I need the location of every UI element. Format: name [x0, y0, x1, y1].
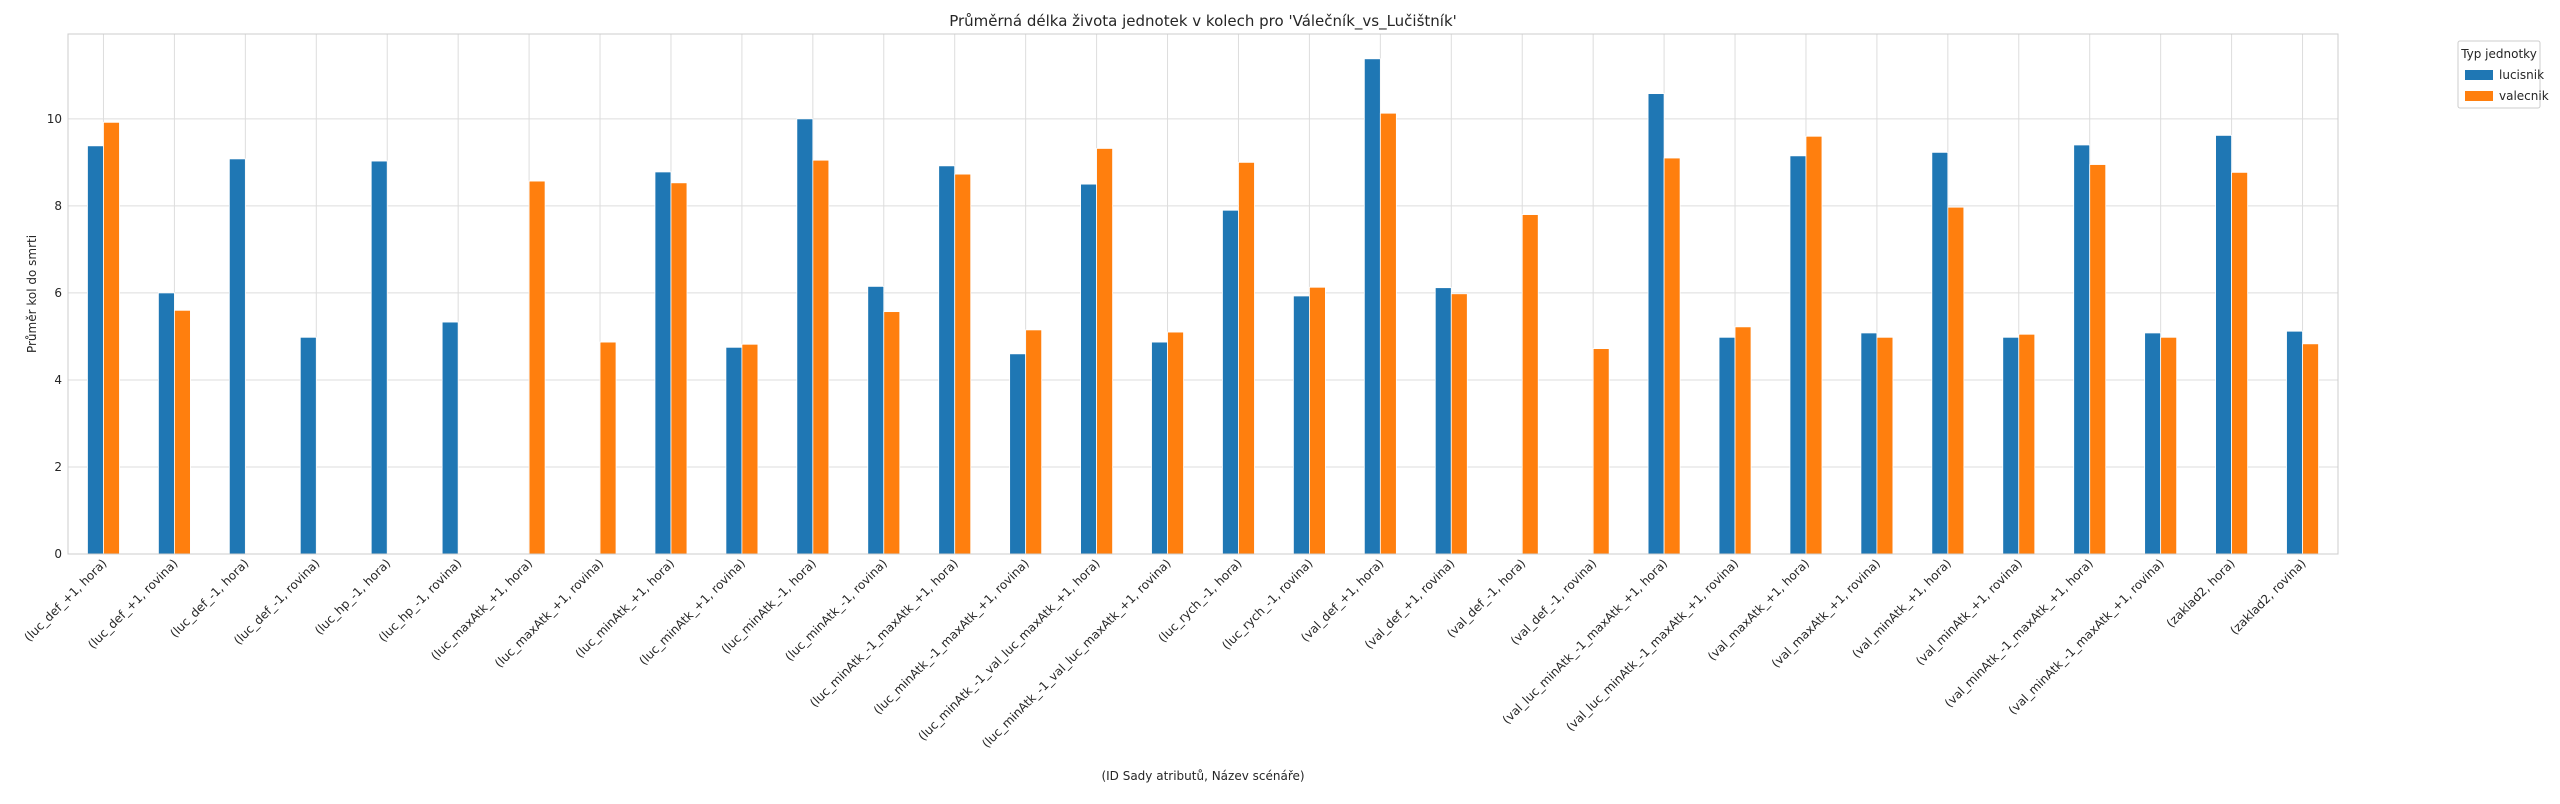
plot-frame — [67, 33, 2339, 555]
bars — [87, 58, 2319, 555]
bar-valecnik — [103, 121, 120, 555]
bar-lucisnik — [2144, 332, 2162, 555]
bar-lucisnik — [1647, 93, 1665, 555]
bar-valecnik — [670, 182, 688, 555]
bar-valecnik — [1238, 161, 1255, 555]
bar-valecnik — [1450, 293, 1468, 555]
bar-lucisnik — [1718, 336, 1736, 555]
bar-valecnik — [883, 311, 901, 555]
bar-valecnik — [2089, 164, 2107, 555]
bar-valecnik — [1309, 286, 1326, 555]
bar-lucisnik — [1363, 58, 1381, 555]
bar-valecnik — [1521, 214, 1539, 555]
bar-valecnik — [2302, 343, 2319, 555]
bar-valecnik — [1876, 336, 1894, 555]
x-axis-label: (ID Sady atributů, Název scénáře) — [1101, 769, 1304, 783]
legend: Typ jednotky lucisnik valecnik — [2457, 40, 2549, 109]
bar-lucisnik — [867, 285, 885, 555]
bar-valecnik — [528, 180, 546, 555]
bar-valecnik — [2231, 171, 2248, 555]
bar-lucisnik — [299, 336, 317, 555]
bar-valecnik — [1734, 326, 1752, 555]
y-tick-label: 0 — [54, 547, 62, 561]
bar-lucisnik — [370, 160, 388, 555]
bar-valecnik — [1025, 329, 1043, 555]
bar-valecnik — [954, 173, 972, 555]
bar-lucisnik — [87, 145, 104, 555]
y-tick-label: 8 — [54, 199, 62, 213]
bar-valecnik — [599, 341, 617, 555]
y-tick-label: 10 — [47, 112, 62, 126]
y-tick-label: 6 — [54, 286, 62, 300]
bar-lucisnik — [2215, 134, 2232, 555]
bar-valecnik — [1096, 148, 1113, 555]
bar-lucisnik — [1151, 341, 1168, 555]
legend-title: Typ jednotky — [2460, 47, 2537, 61]
bar-lucisnik — [441, 321, 459, 555]
bar-lucisnik — [654, 171, 672, 555]
bar-valecnik — [1167, 331, 1184, 555]
bar-lucisnik — [1080, 183, 1097, 555]
y-tick-label: 4 — [54, 373, 62, 387]
bar-valecnik — [2018, 333, 2036, 555]
bar-lucisnik — [228, 158, 246, 555]
bar-lucisnik — [1293, 295, 1310, 555]
bar-lucisnik — [1009, 353, 1027, 555]
bar-lucisnik — [938, 165, 956, 555]
legend-label-valecnik: valecnik — [2499, 89, 2549, 103]
bar-lucisnik — [2002, 336, 2020, 555]
bar-valecnik — [1592, 348, 1610, 555]
bar-lucisnik — [1931, 151, 1949, 555]
chart-title: Průměrná délka života jednotek v kolech … — [949, 12, 1457, 31]
bar-lucisnik — [1434, 287, 1452, 555]
y-tick-labels: 0 2 4 6 8 10 — [47, 112, 62, 561]
bar-valecnik — [812, 159, 830, 555]
bar-valecnik — [1379, 112, 1397, 555]
bar-lucisnik — [158, 292, 175, 555]
y-axis-label: Průměr kol do smrti — [25, 235, 39, 353]
bar-valecnik — [2160, 336, 2178, 555]
bar-valecnik — [741, 343, 759, 555]
bar-valecnik — [1663, 157, 1681, 555]
legend-label-lucisnik: lucisnik — [2499, 68, 2544, 82]
bar-lucisnik — [796, 118, 814, 555]
y-tick-label: 2 — [54, 460, 62, 474]
bar-lucisnik — [1222, 209, 1239, 555]
bar-lucisnik — [2286, 330, 2303, 555]
bar-valecnik — [174, 309, 191, 555]
bar-valecnik — [1947, 206, 1965, 555]
bar-lucisnik — [2073, 144, 2091, 555]
bar-lucisnik — [1860, 332, 1878, 555]
legend-swatch-valecnik — [2465, 91, 2493, 101]
bar-lucisnik — [725, 346, 743, 555]
bar-lucisnik — [1789, 155, 1807, 555]
legend-swatch-lucisnik — [2465, 70, 2493, 80]
bar-valecnik — [1805, 135, 1823, 555]
